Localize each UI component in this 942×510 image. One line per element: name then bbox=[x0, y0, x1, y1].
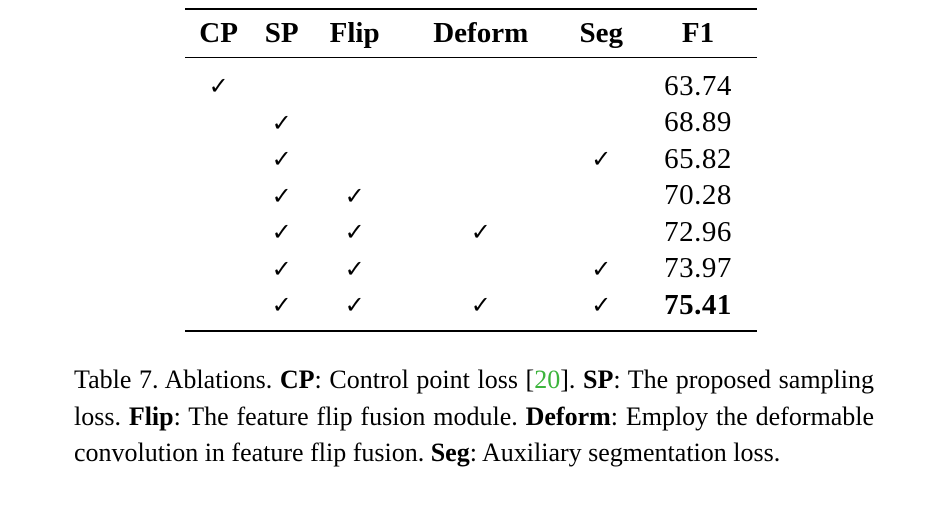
caption-cp-text-end: ]. bbox=[560, 365, 583, 394]
cell-seg bbox=[563, 214, 639, 251]
cell-sp: ✓ bbox=[271, 108, 292, 137]
cell-flip: ✓ bbox=[344, 181, 365, 210]
cell-f1: 63.74 bbox=[664, 69, 732, 102]
cell-cp bbox=[185, 178, 252, 215]
cell-cp bbox=[185, 214, 252, 251]
header-sp: SP bbox=[252, 8, 312, 58]
citation-link[interactable]: 20 bbox=[534, 365, 561, 394]
cell-f1: 72.96 bbox=[664, 215, 732, 248]
cell-sp bbox=[252, 58, 311, 105]
caption-sp-text: : The proposed sampling loss. bbox=[74, 365, 874, 431]
table-body: ✓ 63.74 ✓ 68.89 ✓ ✓ 65.82 bbox=[185, 58, 757, 332]
table-row: ✓ 68.89 bbox=[185, 105, 757, 142]
caption-term-seg: Seg bbox=[430, 438, 470, 467]
cell-sp: ✓ bbox=[271, 254, 292, 283]
cell-flip bbox=[311, 141, 398, 178]
header-deform: Deform bbox=[398, 8, 564, 58]
cell-flip bbox=[311, 58, 398, 105]
cell-deform: ✓ bbox=[470, 218, 491, 247]
cell-deform bbox=[398, 178, 563, 215]
cell-cp bbox=[185, 105, 252, 142]
header-cp: CP bbox=[185, 8, 253, 58]
cell-seg: ✓ bbox=[563, 287, 640, 332]
caption-term-sp: SP bbox=[583, 365, 614, 394]
table-header: CP SP Flip Deform Seg F1 bbox=[185, 8, 757, 58]
table-caption: Table 7. Ablations. CP: Control point lo… bbox=[74, 362, 874, 472]
cell-deform: ✓ bbox=[398, 287, 564, 332]
cell-sp: ✓ bbox=[271, 181, 292, 210]
caption-term-cp: CP bbox=[279, 365, 315, 394]
table-row: ✓ ✓ ✓ 73.97 bbox=[185, 251, 757, 288]
cell-flip: ✓ bbox=[311, 287, 399, 332]
cell-cp: ✓ bbox=[208, 72, 229, 101]
cell-f1: 70.28 bbox=[664, 179, 732, 212]
cell-deform bbox=[398, 58, 563, 105]
cell-seg: ✓ bbox=[591, 254, 612, 283]
cell-sp: ✓ bbox=[252, 287, 312, 332]
cell-f1-best: 75.41 bbox=[639, 287, 757, 332]
header-seg: Seg bbox=[563, 8, 640, 58]
caption-cp-text: : Control point loss [ bbox=[314, 365, 535, 394]
caption-seg-text: : Auxiliary segmentation loss. bbox=[469, 438, 781, 467]
cell-flip: ✓ bbox=[344, 218, 365, 247]
table-row: ✓ ✓ 65.82 bbox=[185, 141, 757, 178]
cell-seg bbox=[563, 58, 639, 105]
cell-deform bbox=[398, 141, 563, 178]
cell-f1: 73.97 bbox=[664, 252, 732, 285]
table-row: ✓ 63.74 bbox=[185, 58, 757, 105]
cell-deform bbox=[398, 105, 563, 142]
cell-f1: 68.89 bbox=[664, 106, 732, 139]
cell-cp bbox=[185, 287, 253, 332]
ablation-table-container: CP SP Flip Deform Seg F1 ✓ 63.74 ✓ bbox=[185, 8, 757, 332]
cell-cp bbox=[185, 141, 252, 178]
cell-cp bbox=[185, 251, 252, 288]
caption-term-flip: Flip bbox=[128, 401, 174, 431]
caption-flip-text: : The feature flip fusion module. bbox=[173, 401, 526, 431]
cell-flip: ✓ bbox=[344, 254, 365, 283]
cell-seg bbox=[563, 178, 639, 215]
cell-deform bbox=[398, 251, 563, 288]
cell-f1: 65.82 bbox=[664, 142, 732, 175]
header-flip: Flip bbox=[311, 8, 399, 58]
cell-seg bbox=[563, 105, 639, 142]
cell-sp: ✓ bbox=[271, 218, 292, 247]
cell-flip bbox=[311, 105, 398, 142]
cell-sp: ✓ bbox=[271, 145, 292, 174]
caption-prefix: Table 7. Ablations. bbox=[74, 365, 280, 394]
caption-deform-text: : Employ the deformable convolution in f… bbox=[74, 401, 875, 468]
caption-term-deform: Deform bbox=[525, 401, 611, 431]
ablation-table: CP SP Flip Deform Seg F1 ✓ 63.74 ✓ bbox=[185, 8, 757, 332]
table-row-best: ✓ ✓ ✓ ✓ 75.41 bbox=[185, 287, 757, 332]
cell-seg: ✓ bbox=[591, 145, 612, 174]
table-row: ✓ ✓ 70.28 bbox=[185, 178, 757, 215]
table-row: ✓ ✓ ✓ 72.96 bbox=[185, 214, 757, 251]
header-row: CP SP Flip Deform Seg F1 bbox=[185, 8, 757, 58]
header-f1: F1 bbox=[639, 8, 757, 58]
